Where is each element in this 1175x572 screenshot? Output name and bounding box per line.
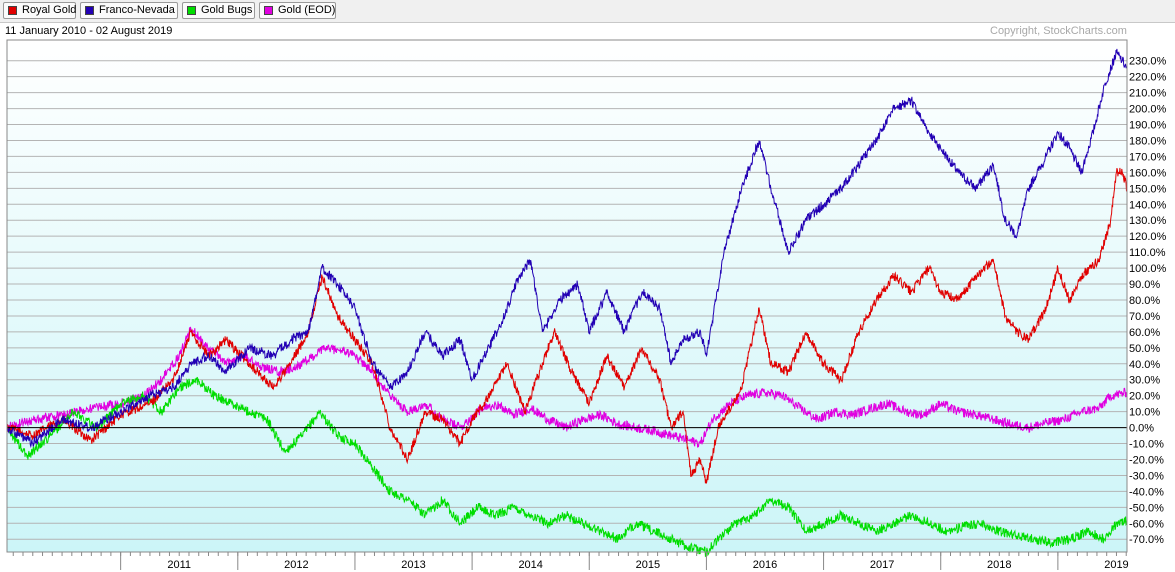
y-tick-label: 200.0% xyxy=(1129,104,1167,116)
y-tick-label: -70.0% xyxy=(1129,534,1164,546)
y-tick-label: 100.0% xyxy=(1129,263,1167,275)
legend-item-gold-eod[interactable]: Gold (EOD) xyxy=(259,2,336,19)
plot-border xyxy=(6,39,1128,553)
series-lines xyxy=(6,48,1128,558)
y-tick-label: 40.0% xyxy=(1129,359,1160,371)
legend-swatch-royal-gold xyxy=(8,6,17,15)
y-tick-label: 20.0% xyxy=(1129,391,1160,403)
series-line-royal-gold xyxy=(6,167,1128,484)
x-tick-label: 2018 xyxy=(987,559,1011,571)
y-tick-label: 80.0% xyxy=(1129,295,1160,307)
y-tick-label: 160.0% xyxy=(1129,167,1167,179)
x-tick-label: 2015 xyxy=(636,559,660,571)
y-tick-label: -10.0% xyxy=(1129,439,1164,451)
x-tick-label: 2019 xyxy=(1104,559,1128,571)
x-tick-label: 2013 xyxy=(401,559,425,571)
x-tick-label: 2016 xyxy=(753,559,777,571)
legend-item-gold-bugs[interactable]: Gold Bugs xyxy=(182,2,255,19)
y-tick-label: 10.0% xyxy=(1129,407,1160,419)
y-tick-label: -20.0% xyxy=(1129,454,1164,466)
x-tick-label: 2011 xyxy=(167,559,191,571)
series-line-gold-eod- xyxy=(6,326,1128,448)
y-tick-label: 180.0% xyxy=(1129,135,1167,147)
legend-label: Royal Gold xyxy=(22,4,77,16)
y-tick-label: 0.0% xyxy=(1129,423,1154,435)
y-tick-label: 170.0% xyxy=(1129,151,1167,163)
legend-swatch-gold-eod xyxy=(264,6,273,15)
y-tick-label: 70.0% xyxy=(1129,311,1160,323)
date-range-label: 11 January 2010 - 02 August 2019 xyxy=(5,25,173,37)
y-tick-label: 30.0% xyxy=(1129,375,1160,387)
series-line-franco-nevada xyxy=(6,48,1128,449)
x-axis-labels: 2011 2012 2013 2014 2015 2016 2017 2018 2019 xyxy=(12,552,1129,571)
legend-label: Franco-Nevada xyxy=(99,4,175,16)
legend-label: Gold (EOD) xyxy=(278,4,336,16)
y-tick-label: 50.0% xyxy=(1129,343,1160,355)
legend-label: Gold Bugs xyxy=(201,4,253,16)
x-tick-label: 2012 xyxy=(284,559,308,571)
y-tick-label: 140.0% xyxy=(1129,199,1167,211)
y-tick-label: 110.0% xyxy=(1129,247,1166,259)
legend-item-franco-nevada[interactable]: Franco-Nevada xyxy=(80,2,178,19)
y-tick-label: 190.0% xyxy=(1129,120,1167,132)
y-tick-label: 150.0% xyxy=(1129,183,1167,195)
legend-bar: Royal Gold Franco-Nevada Gold Bugs Gold … xyxy=(0,0,1175,23)
y-tick-label: -50.0% xyxy=(1129,502,1164,514)
y-tick-label: -30.0% xyxy=(1129,470,1164,482)
x-tick-label: 2014 xyxy=(518,559,542,571)
legend-swatch-franco-nevada xyxy=(85,6,94,15)
copyright-label: Copyright, StockCharts.com xyxy=(990,25,1127,37)
legend-swatch-gold-bugs xyxy=(187,6,196,15)
y-tick-label: 120.0% xyxy=(1129,231,1167,243)
y-tick-label: 130.0% xyxy=(1129,215,1167,227)
y-tick-label: 60.0% xyxy=(1129,327,1160,339)
y-tick-label: 220.0% xyxy=(1129,72,1167,84)
y-tick-label: 210.0% xyxy=(1129,88,1167,100)
y-axis-labels: 230.0% 220.0% 210.0% 200.0% 190.0% 180.0% 170.… xyxy=(1129,56,1167,547)
series-line-gold-bugs xyxy=(6,376,1128,558)
y-tick-label: 230.0% xyxy=(1129,56,1167,68)
y-tick-label: -60.0% xyxy=(1129,518,1164,530)
y-tick-label: 90.0% xyxy=(1129,279,1160,291)
legend-item-royal-gold[interactable]: Royal Gold xyxy=(3,2,76,19)
x-tick-label: 2017 xyxy=(870,559,894,571)
y-tick-label: -40.0% xyxy=(1129,486,1164,498)
